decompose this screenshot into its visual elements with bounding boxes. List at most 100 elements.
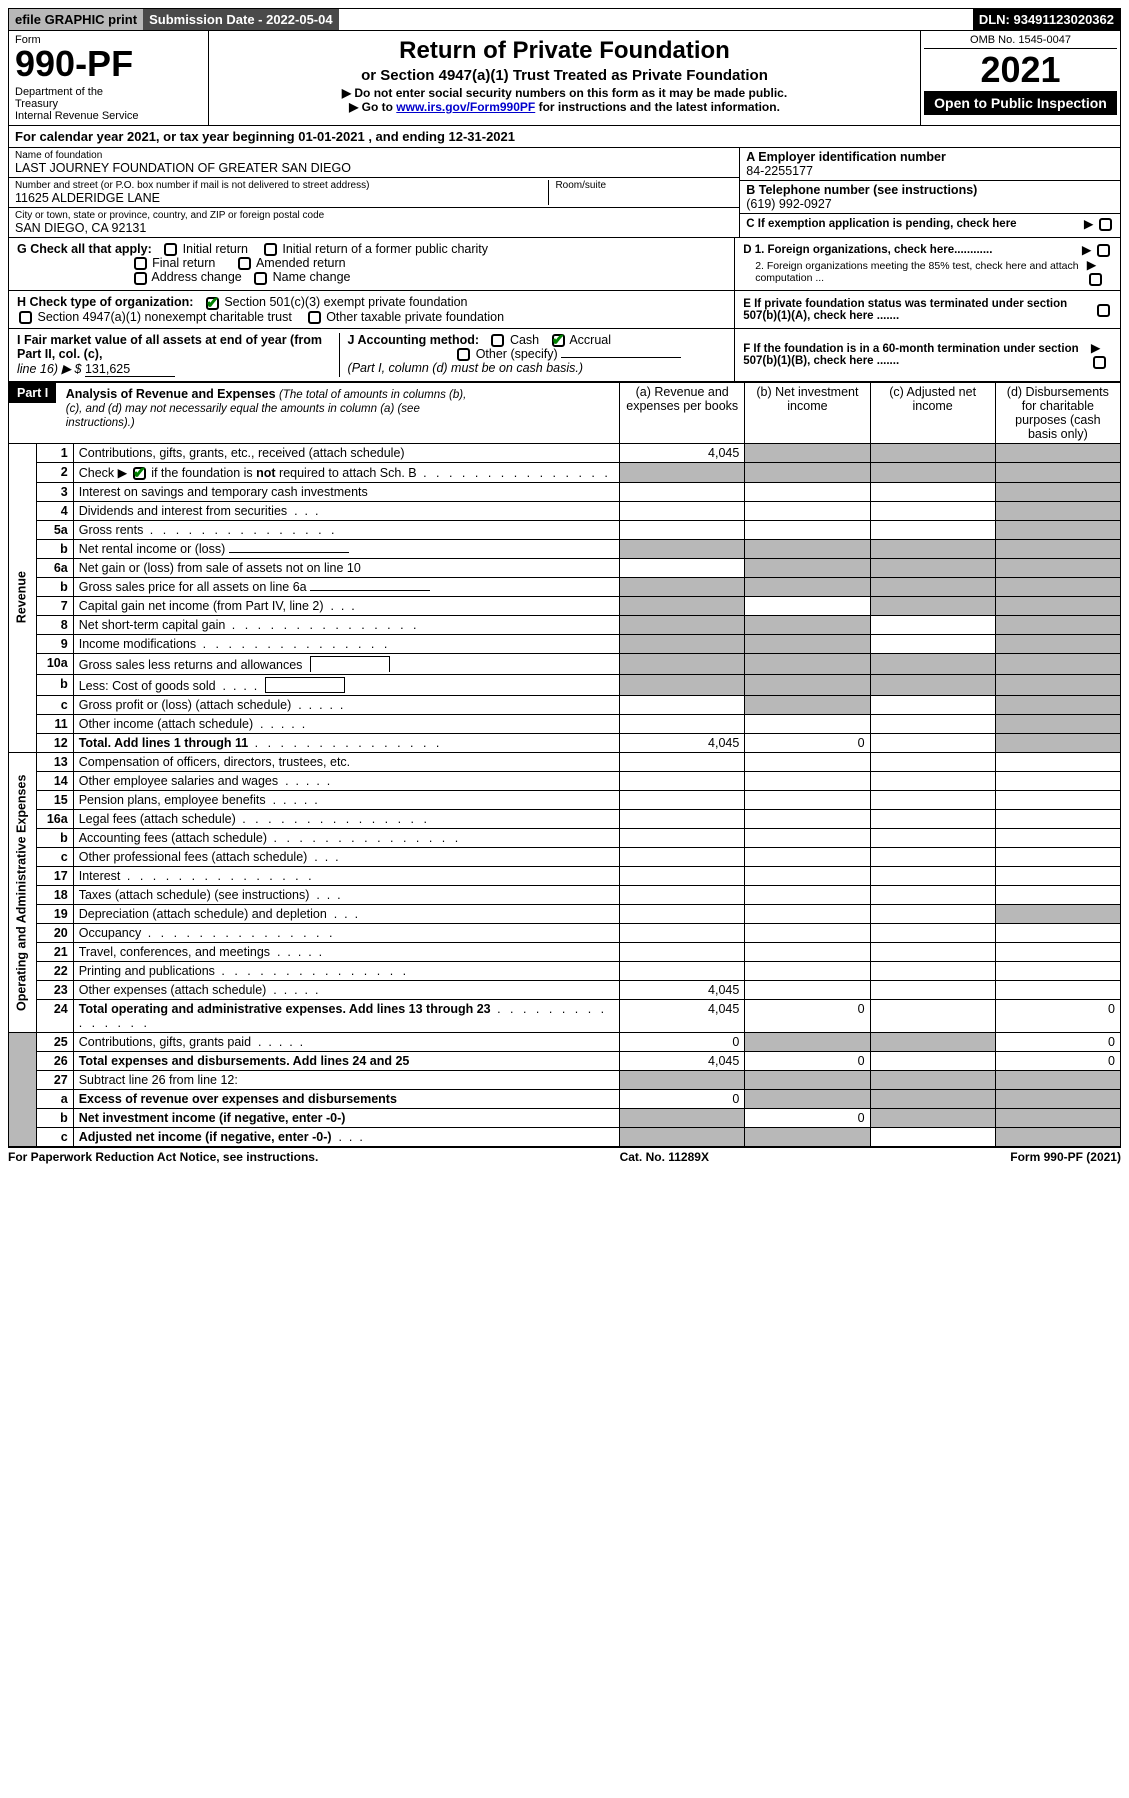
ln-10b: b	[37, 675, 73, 696]
row-11: 11Other income (attach schedule) . . . .…	[9, 715, 1121, 734]
desc-16c: Other professional fees (attach schedule…	[73, 848, 619, 867]
desc-10a-txt: Gross sales less returns and allowances	[79, 658, 303, 672]
val-24-b: 0	[745, 1000, 870, 1033]
desc-5b-txt: Net rental income or (loss)	[79, 542, 226, 556]
footer-cat: Cat. No. 11289X	[620, 1150, 709, 1164]
desc-16b: Accounting fees (attach schedule)	[73, 829, 619, 848]
name-label: Name of foundation	[15, 150, 733, 161]
city-value: SAN DIEGO, CA 92131	[15, 221, 733, 235]
ln-9: 9	[37, 635, 73, 654]
g-initial-return-checkbox[interactable]	[164, 243, 177, 256]
id-right: A Employer identification number 84-2255…	[739, 148, 1120, 237]
desc-12: Total. Add lines 1 through 11	[73, 734, 619, 753]
row-16a: 16aLegal fees (attach schedule)	[9, 810, 1121, 829]
foundation-name-row: Name of foundation LAST JOURNEY FOUNDATI…	[9, 148, 739, 178]
desc-15-txt: Pension plans, employee benefits	[79, 793, 266, 807]
row-4: 4Dividends and interest from securities …	[9, 502, 1121, 521]
val-1-d	[995, 443, 1120, 462]
row-27b: bNet investment income (if negative, ent…	[9, 1109, 1121, 1128]
g-address-change-checkbox[interactable]	[134, 272, 147, 285]
g-left: G Check all that apply: Initial return I…	[9, 238, 734, 290]
g-d-block: G Check all that apply: Initial return I…	[8, 238, 1121, 382]
row-5a: 5aGross rents	[9, 521, 1121, 540]
desc-16a: Legal fees (attach schedule)	[73, 810, 619, 829]
row-10a: 10aGross sales less returns and allowanc…	[9, 654, 1121, 675]
phone-label: B Telephone number (see instructions)	[746, 183, 1114, 197]
ln-22: 22	[37, 962, 73, 981]
val-26-a: 4,045	[620, 1052, 745, 1071]
desc-9-txt: Income modifications	[79, 637, 196, 651]
j-cash-checkbox[interactable]	[491, 334, 504, 347]
row-14: 14Other employee salaries and wages . . …	[9, 772, 1121, 791]
desc-6a: Net gain or (loss) from sale of assets n…	[73, 559, 619, 578]
desc-14-txt: Other employee salaries and wages	[79, 774, 278, 788]
g-opt-0: Initial return	[183, 242, 248, 256]
schb-checkbox[interactable]	[133, 467, 146, 480]
d1-checkbox[interactable]	[1097, 244, 1110, 257]
col-c-head: (c) Adjusted net income	[870, 382, 995, 443]
desc-17-txt: Interest	[79, 869, 121, 883]
phone-row: B Telephone number (see instructions) (6…	[740, 181, 1120, 214]
h-501c3-checkbox[interactable]	[206, 297, 219, 310]
val-12-a: 4,045	[620, 734, 745, 753]
box-10b	[265, 677, 345, 693]
desc-20: Occupancy	[73, 924, 619, 943]
desc-5a: Gross rents	[73, 521, 619, 540]
j-label: J Accounting method:	[348, 333, 479, 347]
ln-14: 14	[37, 772, 73, 791]
irs-link[interactable]: www.irs.gov/Form990PF	[396, 100, 535, 114]
note2-pre: ▶ Go to	[349, 100, 396, 114]
g-amended-return-checkbox[interactable]	[238, 257, 251, 270]
form-header: Form 990-PF Department of theTreasuryInt…	[8, 31, 1121, 126]
desc-11: Other income (attach schedule) . . . . .	[73, 715, 619, 734]
desc-20-txt: Occupancy	[79, 926, 142, 940]
e-label: E If private foundation status was termi…	[743, 298, 1095, 322]
city-label: City or town, state or province, country…	[15, 210, 733, 221]
row-6a: 6aNet gain or (loss) from sale of assets…	[9, 559, 1121, 578]
row-10b: bLess: Cost of goods sold . . . .	[9, 675, 1121, 696]
row-17: 17 Interest	[9, 867, 1121, 886]
e-checkbox[interactable]	[1097, 304, 1110, 317]
d2-label: 2. Foreign organizations meeting the 85%…	[743, 260, 1087, 284]
i-j-left: I Fair market value of all assets at end…	[9, 329, 734, 381]
desc-27c: Adjusted net income (if negative, enter …	[73, 1128, 619, 1147]
ln-26: 26	[37, 1052, 73, 1071]
g-name-change-checkbox[interactable]	[254, 272, 267, 285]
address-row: Number and street (or P.O. box number if…	[9, 178, 739, 208]
desc-25: Contributions, gifts, grants paid . . . …	[73, 1033, 619, 1052]
desc-2-post: if the foundation is	[148, 466, 256, 480]
desc-14: Other employee salaries and wages . . . …	[73, 772, 619, 791]
desc-17: Interest	[73, 867, 619, 886]
h-other-checkbox[interactable]	[308, 311, 321, 324]
g-initial-former-checkbox[interactable]	[264, 243, 277, 256]
g-opt-3: Amended return	[256, 256, 346, 270]
ln-17: 17	[37, 867, 73, 886]
j-accrual-checkbox[interactable]	[552, 334, 565, 347]
row-16b: bAccounting fees (attach schedule)	[9, 829, 1121, 848]
d2-checkbox[interactable]	[1089, 273, 1102, 286]
desc-22: Printing and publications	[73, 962, 619, 981]
ln-19: 19	[37, 905, 73, 924]
desc-27: Subtract line 26 from line 12:	[73, 1071, 619, 1090]
j-note: (Part I, column (d) must be on cash basi…	[348, 361, 584, 375]
desc-2-pre: Check ▶	[79, 466, 131, 480]
efile-label[interactable]: efile GRAPHIC print	[9, 9, 143, 30]
f-checkbox[interactable]	[1093, 356, 1106, 369]
j-other-checkbox[interactable]	[457, 348, 470, 361]
ln-2: 2	[37, 462, 73, 482]
identity-block: Name of foundation LAST JOURNEY FOUNDATI…	[8, 148, 1121, 238]
dept-treasury: Department of theTreasuryInternal Revenu…	[15, 86, 202, 122]
desc-5b: Net rental income or (loss)	[73, 540, 619, 559]
desc-27c-txt: Adjusted net income (if negative, enter …	[79, 1130, 332, 1144]
desc-8-txt: Net short-term capital gain	[79, 618, 226, 632]
row-18: 18Taxes (attach schedule) (see instructi…	[9, 886, 1121, 905]
c-checkbox[interactable]	[1099, 218, 1112, 231]
val-1-b	[745, 443, 870, 462]
ln-12: 12	[37, 734, 73, 753]
row-20: 20Occupancy	[9, 924, 1121, 943]
part1-label: Part I	[9, 383, 56, 403]
g-final-return-checkbox[interactable]	[134, 257, 147, 270]
row-1: Revenue 1 Contributions, gifts, grants, …	[9, 443, 1121, 462]
row-25: 25Contributions, gifts, grants paid . . …	[9, 1033, 1121, 1052]
h-4947-checkbox[interactable]	[19, 311, 32, 324]
